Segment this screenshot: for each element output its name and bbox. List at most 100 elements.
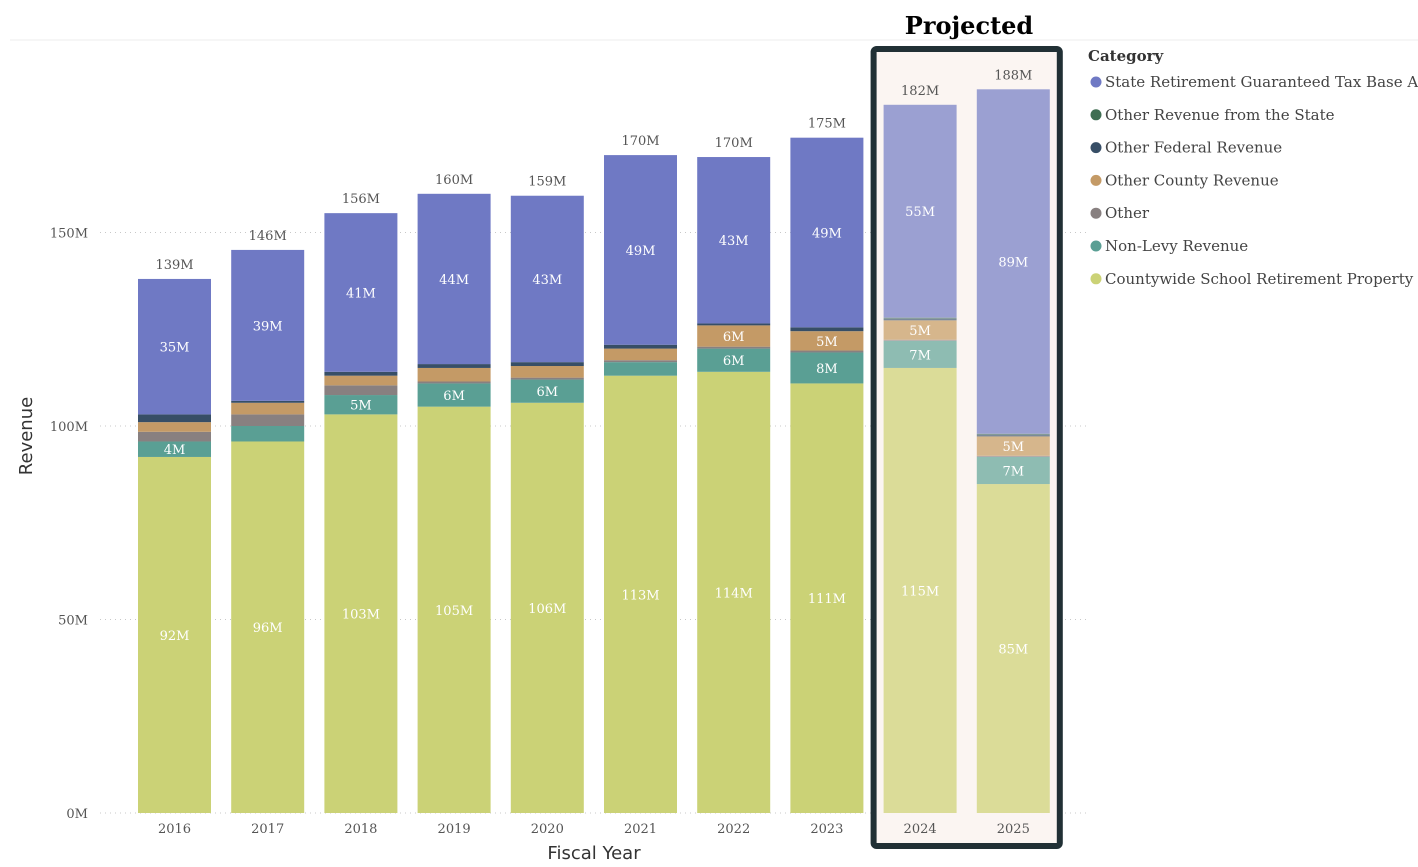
bar-segment [883, 339, 957, 341]
data-label: 43M [532, 273, 562, 288]
bar-segment [883, 320, 957, 340]
bar-segment [976, 436, 1050, 456]
bar-segment [138, 422, 211, 432]
legend-title: Category [1088, 47, 1165, 65]
data-label: 89M [998, 256, 1028, 271]
bar-segment [790, 352, 864, 384]
data-label: 96M [253, 621, 283, 636]
data-label: 85M [998, 643, 1028, 658]
bar-segment [976, 433, 1050, 435]
y-tick-label: 0M [66, 807, 88, 822]
bar-segment [510, 195, 584, 363]
bar-segment [324, 395, 398, 415]
data-label: 7M [1003, 465, 1025, 480]
bar-segment [697, 348, 771, 372]
legend-item: Countywide School Retirement Property Ta… [1105, 270, 1418, 288]
data-label: 49M [812, 227, 842, 242]
bar-segment [883, 318, 957, 321]
data-label: 5M [909, 324, 931, 339]
bar-segment [604, 375, 677, 813]
data-label: 113M [621, 588, 659, 603]
data-label: 35M [160, 341, 190, 356]
bar-segment [510, 366, 584, 378]
legend: Category State Retirement Guaranteed Tax … [1088, 47, 1418, 288]
data-label: 103M [342, 608, 380, 623]
projected-title: Projected [905, 11, 1034, 40]
bar-segment [231, 402, 305, 415]
bar-segment [231, 426, 305, 442]
x-tick-label: 2020 [531, 822, 564, 837]
total-label: 170M [621, 134, 659, 149]
x-tick-label: 2021 [624, 822, 657, 837]
axes: 0M 50M 100M 150M 2016 2017 2018 2019 2020 2021 202… [50, 227, 1030, 838]
y-tick-label: 50M [58, 614, 88, 629]
bar-segment [790, 137, 864, 328]
bar-segment [604, 155, 677, 345]
legend-marker [1090, 240, 1102, 252]
legend-marker [1090, 76, 1102, 88]
bar-segment [138, 278, 211, 415]
total-label: 182M [901, 84, 939, 99]
total-label: 160M [435, 173, 473, 188]
total-label: 159M [528, 175, 566, 190]
legend-marker [1090, 142, 1102, 154]
bar-segment [231, 441, 305, 813]
bar-segment [976, 89, 1050, 434]
bar-segment [790, 383, 864, 813]
bar-segment [138, 456, 211, 813]
data-label: 49M [626, 244, 656, 259]
legend-item: Other County Revenue [1105, 171, 1279, 189]
data-label: 5M [1003, 440, 1025, 455]
total-label: 156M [342, 192, 380, 207]
bar-labels: 92M 4M 35M 139M 96M 39M 146M 103M 5M 41M 156M 105M 6… [155, 68, 1032, 657]
bar-segment [883, 104, 957, 318]
bar-segment [231, 249, 305, 401]
total-label: 139M [155, 258, 193, 273]
bar-segment [324, 213, 398, 372]
bar-segment [324, 371, 398, 376]
legend-item: Other [1105, 204, 1150, 222]
bar-segment [604, 344, 677, 349]
bar-segment [883, 367, 957, 813]
x-tick-label: 2022 [717, 822, 750, 837]
bar-segment [604, 362, 677, 376]
bar-segment [510, 379, 584, 403]
bar-segment [417, 193, 491, 365]
legend-marker [1090, 109, 1102, 121]
data-label: 105M [435, 604, 473, 619]
data-label: 6M [537, 385, 559, 400]
total-label: 170M [715, 136, 753, 151]
bar-segment [324, 414, 398, 813]
bar-segment [697, 157, 771, 324]
bar-segment [976, 484, 1050, 813]
legend-item: Other Revenue from the State [1105, 106, 1335, 124]
legend-marker [1090, 207, 1102, 219]
data-label: 5M [350, 399, 372, 414]
data-label: 4M [164, 443, 186, 458]
total-label: 188M [994, 68, 1032, 83]
bar-segment [417, 364, 491, 368]
x-tick-label: 2018 [344, 822, 377, 837]
bar-segment [883, 317, 957, 319]
bar-segment [697, 325, 771, 347]
x-tick-label: 2019 [438, 822, 471, 837]
data-label: 8M [816, 362, 838, 377]
bar-segment [697, 371, 771, 813]
bar-segment [324, 375, 398, 386]
data-label: 106M [528, 602, 566, 617]
data-label: 6M [723, 330, 745, 345]
bar-segment [697, 346, 771, 349]
data-label: 39M [253, 319, 283, 334]
bar-segment [976, 455, 1050, 457]
data-label: 55M [905, 205, 935, 220]
total-label: 146M [249, 229, 287, 244]
bars [138, 89, 1050, 813]
data-label: 115M [901, 584, 939, 599]
data-label: 41M [346, 286, 376, 301]
total-label: 175M [808, 117, 846, 132]
data-label: 7M [909, 348, 931, 363]
bar-segment [417, 381, 491, 384]
bar-segment [510, 377, 584, 380]
